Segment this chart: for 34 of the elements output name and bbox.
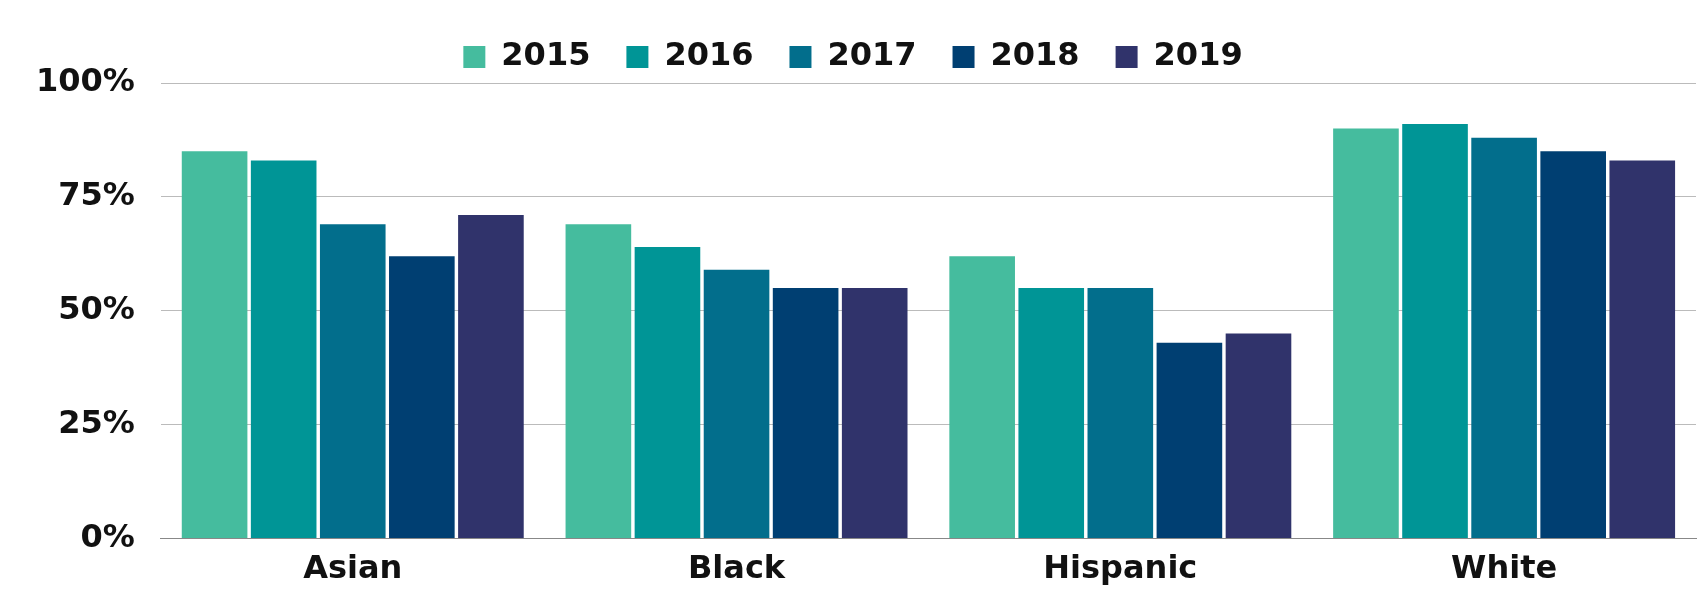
x-tick-label: White (1451, 548, 1558, 587)
x-tick-label: Hispanic (1043, 548, 1198, 587)
bar (841, 288, 908, 539)
legend-label: 2016 (664, 35, 754, 74)
bar (389, 256, 455, 539)
bar (1471, 137, 1537, 539)
bar (181, 151, 248, 539)
y-tick-label: 100% (36, 61, 135, 100)
bar (1156, 342, 1223, 539)
bar (1609, 160, 1676, 539)
bar (1402, 124, 1468, 539)
legend-label: 2019 (1153, 35, 1243, 74)
bar (565, 224, 632, 539)
bar (1018, 288, 1085, 539)
bar (250, 160, 317, 539)
bar (1540, 151, 1606, 539)
x-tick-label: Asian (303, 548, 403, 587)
bar (319, 224, 386, 539)
x-tick-label: Black (687, 548, 786, 587)
legend-label: 2017 (827, 35, 917, 74)
legend-label: 2015 (501, 35, 591, 74)
legend-label: 2018 (990, 35, 1080, 74)
bar (634, 247, 701, 539)
bar (703, 269, 770, 539)
bar (1333, 128, 1399, 539)
y-tick-label: 75% (58, 175, 135, 214)
bar (458, 215, 524, 539)
y-tick-label: 50% (58, 289, 135, 328)
y-tick-label: 25% (58, 403, 135, 442)
bar (772, 288, 839, 539)
bar (949, 256, 1015, 539)
bar (1087, 288, 1154, 539)
bar (1225, 333, 1292, 539)
y-tick-label: 0% (80, 516, 135, 555)
